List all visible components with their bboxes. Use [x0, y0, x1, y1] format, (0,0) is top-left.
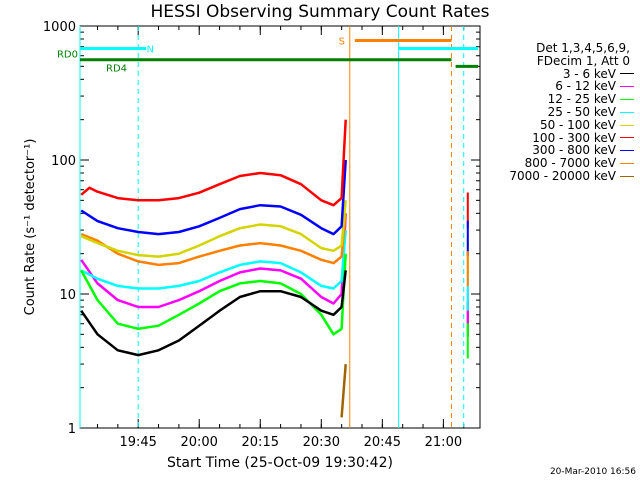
legend-swatch: [620, 73, 634, 75]
legend-label: 50 - 100 keV: [539, 117, 616, 132]
x-tick-label: 19:45: [119, 435, 156, 450]
legend-item: 7000 - 20000 keV: [484, 170, 634, 183]
series-line-1: [80, 213, 347, 309]
x-tick-label: 20:45: [364, 435, 401, 450]
annotation-rd0: RD0: [57, 50, 78, 61]
x-tick-label: 20:00: [180, 435, 217, 450]
legend-swatch: [620, 175, 634, 177]
y-axis-label: Count Rate (s⁻¹ detector⁻¹): [23, 139, 38, 316]
series-line-6: [80, 159, 347, 236]
series-line-4: [80, 200, 347, 258]
legend-item: 50 - 100 keV: [484, 117, 634, 132]
series-line-8: [340, 364, 347, 418]
legend-item: 100 - 300 keV: [484, 130, 634, 145]
legend-label: 300 - 800 keV: [532, 143, 616, 158]
legend-item: 3 - 6 keV: [484, 66, 634, 81]
y-tick-label: 10: [59, 288, 76, 303]
legend-item: 12 - 25 keV: [484, 93, 634, 106]
chart-title: HESSI Observing Summary Count Rates: [150, 2, 490, 22]
series-line-0: [80, 270, 347, 357]
legend-label: 100 - 300 keV: [532, 130, 616, 145]
x-tick-label: 20:30: [303, 435, 340, 450]
legend-label: 7000 - 20000 keV: [509, 168, 616, 183]
x-tick-label: 21:00: [425, 435, 462, 450]
series-line-7: [80, 213, 347, 267]
legend-label: 800 - 7000 keV: [524, 156, 616, 171]
series-line-3: [80, 229, 347, 290]
legend-swatch: [620, 99, 634, 101]
legend-swatch: [620, 163, 634, 165]
legend-swatch: [620, 111, 634, 113]
x-axis-label: Start Time (25-Oct-09 19:30:42): [167, 455, 393, 471]
legend-item: 25 - 50 keV: [484, 106, 634, 119]
annotation-s: S: [339, 36, 345, 47]
legend-swatch: [620, 124, 634, 126]
footer-timestamp: 20-Mar-2010 16:56: [549, 467, 636, 477]
legend-item: 6 - 12 keV: [484, 80, 634, 93]
legend-label: 25 - 50 keV: [547, 104, 616, 119]
legend-item: 300 - 800 keV: [484, 144, 634, 157]
series-line-5: [80, 119, 347, 207]
legend-header-line1: Det 1,3,4,5,6,9,: [536, 41, 630, 55]
legend-header-line2: FDecim 1, Att 0: [536, 53, 630, 68]
y-tick-label: 100: [51, 154, 76, 169]
annotation-n: N: [146, 44, 153, 55]
legend-item: 800 - 7000 keV: [484, 157, 634, 170]
legend-swatch: [620, 137, 634, 139]
x-tick-label: 20:15: [242, 435, 279, 450]
legend: Det 1,3,4,5,6,9, FDecim 1, Att 0 3 - 6 k…: [484, 42, 634, 183]
legend-label: 6 - 12 keV: [555, 79, 616, 94]
y-tick-label: 1: [68, 422, 76, 437]
legend-swatch: [620, 86, 634, 88]
annotation-rd4: RD4: [106, 64, 127, 75]
legend-label: 12 - 25 keV: [547, 92, 616, 107]
legend-label: 3 - 6 keV: [562, 66, 616, 81]
y-tick-label: 1000: [43, 20, 76, 35]
series-line-2: [80, 253, 347, 336]
legend-swatch: [620, 150, 634, 152]
